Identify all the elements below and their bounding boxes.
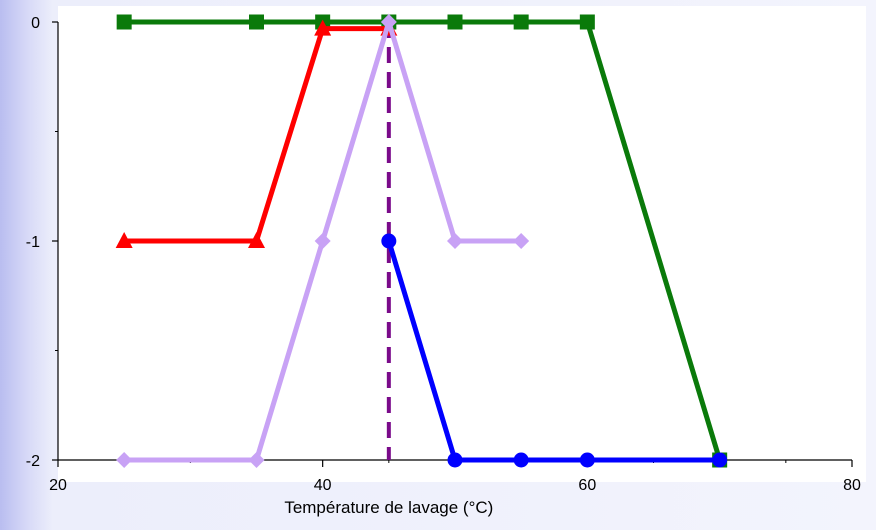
plot-area-background xyxy=(58,6,866,482)
x-tick-label: 60 xyxy=(578,477,596,494)
y-tick-label: -2 xyxy=(26,453,40,470)
data-point-circle xyxy=(513,452,529,468)
data-point-circle xyxy=(447,452,463,468)
data-point-diamond xyxy=(116,452,133,468)
data-point-triangle xyxy=(314,19,332,36)
data-point-circle xyxy=(712,452,728,468)
series-circle xyxy=(381,233,728,468)
data-point-square xyxy=(513,14,529,30)
x-axis-title: Température de lavage (°C) xyxy=(284,498,493,517)
x-tick-label: 20 xyxy=(49,477,67,494)
series-line-triangle xyxy=(124,26,389,244)
data-point-diamond xyxy=(447,233,463,249)
data-point-diamond xyxy=(513,233,530,249)
data-point-circle xyxy=(381,233,397,249)
series-square xyxy=(116,14,728,468)
data-point-circle xyxy=(579,452,595,468)
data-point-triangle xyxy=(248,232,265,248)
data-point-diamond xyxy=(248,452,265,468)
series-layer xyxy=(115,13,728,468)
series-line-square xyxy=(124,19,723,461)
series-diamond xyxy=(116,13,530,468)
data-point-diamond xyxy=(380,14,397,30)
data-point-triangle xyxy=(115,232,133,248)
data-point-square xyxy=(447,14,463,30)
series-line-diamond xyxy=(124,13,522,463)
y-tick-label: -1 xyxy=(26,234,40,251)
data-point-square xyxy=(116,14,132,30)
y-tick-label: 0 xyxy=(31,15,40,32)
data-point-square xyxy=(249,14,264,30)
labels: 0 -1 -2 20 40 60 80 Température de lavage (°C) xyxy=(26,15,861,517)
data-point-square xyxy=(579,14,595,30)
x-tick-label: 40 xyxy=(314,477,332,494)
x-tick-label: 80 xyxy=(843,477,861,494)
data-point-diamond xyxy=(314,233,331,249)
